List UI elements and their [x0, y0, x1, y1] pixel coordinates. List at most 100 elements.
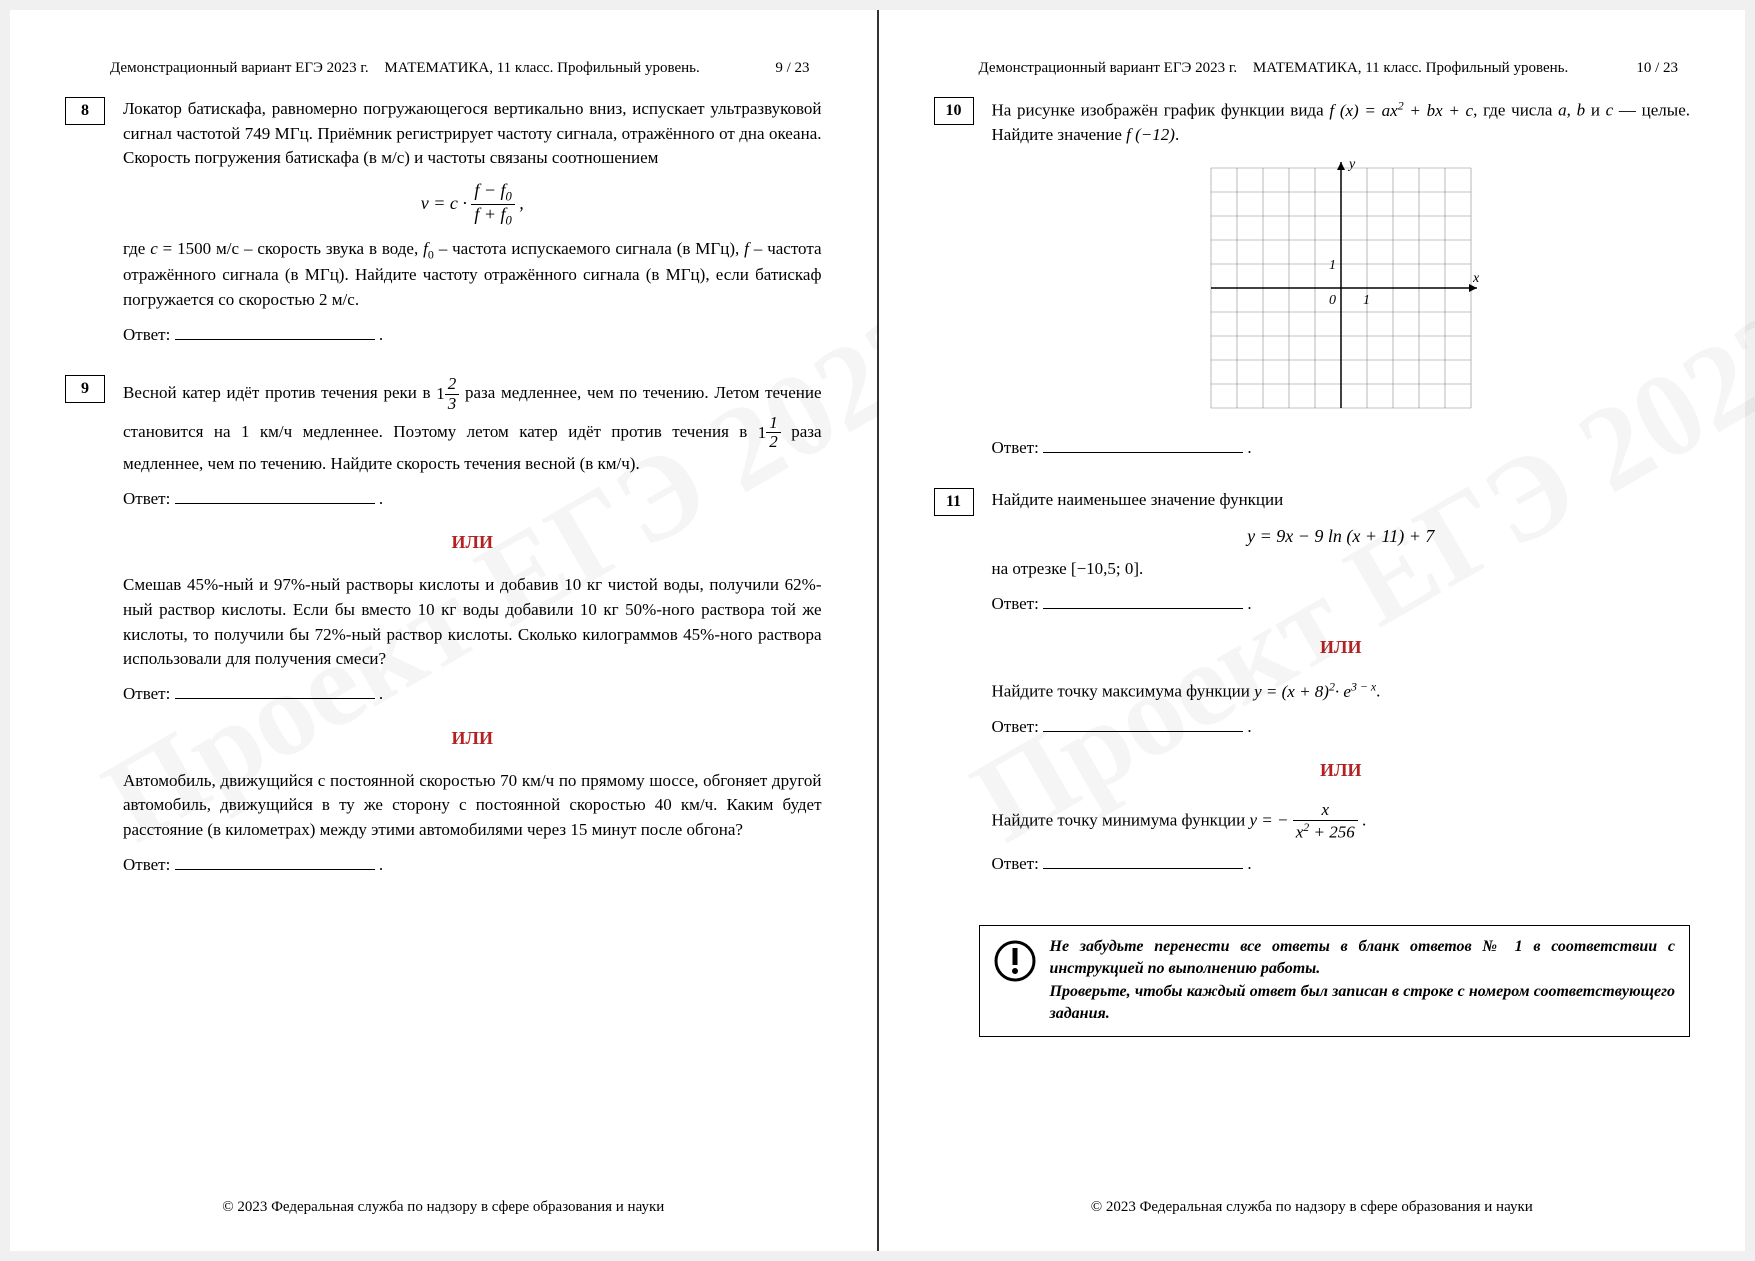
notice-box: Не забудьте перенести все ответы в бланк…: [979, 925, 1691, 1037]
frac-num: f − f: [474, 180, 505, 200]
notice-line2: Проверьте, чтобы каждый ответ был записа…: [1050, 981, 1676, 1026]
t11a1b: y = (x + 8): [1254, 682, 1329, 701]
or-separator: ИЛИ: [123, 725, 822, 751]
or-separator: ИЛИ: [992, 634, 1691, 660]
t11a2y: y = −: [1250, 811, 1289, 830]
header-subject: МАТЕМАТИКА, 11 класс. Профильный уровень…: [384, 60, 699, 76]
t10bxc: + bx + c: [1404, 101, 1473, 120]
answer-label: Ответ:: [992, 438, 1039, 457]
t11a2a: Найдите точку минимума функции: [992, 811, 1250, 830]
task9-alt1: Смешав 45%-ный и 97%-ный растворы кислот…: [123, 573, 822, 672]
task10-graph: 0 1 1 x y: [992, 158, 1691, 426]
answer-line: Ответ: .: [992, 592, 1691, 617]
header-variant: Демонстрационный вариант ЕГЭ 2023 г.: [110, 60, 369, 76]
task11-formula: y = 9x − 9 ln (x + 11) + 7: [992, 523, 1691, 549]
task-9: 9 Весной катер идёт против течения реки …: [65, 375, 822, 887]
answer-label: Ответ:: [123, 489, 170, 508]
answer-blank[interactable]: [1043, 715, 1243, 732]
svg-text:x: x: [1472, 271, 1480, 286]
answer-label: Ответ:: [992, 854, 1039, 873]
answer-label: Ответ:: [992, 717, 1039, 736]
task-number: 10: [934, 97, 974, 125]
task11-p1: Найдите наименьшее значение функции: [992, 488, 1691, 513]
task11-alt1: Найдите точку максимума функции y = (x +…: [992, 678, 1691, 704]
frac-den: f + f: [474, 204, 505, 224]
answer-blank[interactable]: [175, 853, 375, 870]
answer-line: Ответ: .: [992, 715, 1691, 740]
t10b: b: [1577, 101, 1586, 120]
t10a: a: [1558, 101, 1567, 120]
svg-text:y: y: [1347, 158, 1356, 172]
page-number-left: 9 / 23: [775, 60, 809, 77]
task-11: 11 Найдите наименьшее значение функции y…: [934, 488, 1691, 887]
answer-line: Ответ: .: [123, 682, 822, 707]
answer-line: Ответ: .: [992, 436, 1691, 461]
task11-alt2: Найдите точку минимума функции y = − x x…: [992, 801, 1691, 842]
t10fx: f (x) = ax: [1329, 101, 1397, 120]
t11a1a: Найдите точку максимума функции: [992, 682, 1255, 701]
task-10: 10 На рисунке изображён график функции в…: [934, 97, 1691, 470]
t10f12: f (−12): [1126, 125, 1175, 144]
parabola-graph: 0 1 1 x y: [1201, 158, 1481, 418]
task10-p1: На рисунке изображён график функции вида…: [992, 97, 1691, 148]
task-number: 11: [934, 488, 974, 516]
formula-frac: f − f0 f + f0: [471, 181, 514, 229]
answer-blank[interactable]: [175, 487, 375, 504]
task8-p1: Локатор батискафа, равномерно погружающе…: [123, 97, 822, 171]
task8-p2: где c = 1500 м/с – скорость звука в воде…: [123, 237, 822, 313]
notice-line1: Не забудьте перенести все ответы в бланк…: [1050, 936, 1676, 981]
answer-label: Ответ:: [123, 855, 170, 874]
task-8: 8 Локатор батискафа, равномерно погружаю…: [65, 97, 822, 357]
svg-text:1: 1: [1363, 293, 1370, 308]
t11p2a: на отрезке: [992, 559, 1071, 578]
answer-line: Ответ: .: [123, 323, 822, 348]
notice-text: Не забудьте перенести все ответы в бланк…: [1050, 936, 1676, 1026]
t11a1c: · e: [1335, 682, 1351, 701]
task-body: Локатор батискафа, равномерно погружающе…: [123, 97, 822, 357]
t10p1c: и: [1585, 101, 1606, 120]
answer-label: Ответ:: [123, 325, 170, 344]
answer-blank[interactable]: [1043, 852, 1243, 869]
task9-p1: Весной катер идёт против течения реки в …: [123, 375, 822, 476]
task11-p2: на отрезке [−10,5; 0].: [992, 557, 1691, 582]
t8p2a: где: [123, 239, 150, 258]
task8-formula: v = c · f − f0 f + f0 ,: [123, 181, 822, 229]
page-header-left: Демонстрационный вариант ЕГЭ 2023 г. МАТ…: [65, 60, 822, 77]
t9p1a: Весной катер идёт против течения реки в: [123, 383, 436, 402]
page-spread: Проект ЕГЭ 2023 Демонстрационный вариант…: [10, 10, 1745, 1251]
answer-line: Ответ: .: [123, 487, 822, 512]
page-footer: © 2023 Федеральная служба по надзору в с…: [879, 1199, 1746, 1216]
task-body: Найдите наименьшее значение функции y = …: [992, 488, 1691, 887]
svg-text:1: 1: [1329, 258, 1336, 273]
answer-label: Ответ:: [992, 594, 1039, 613]
answer-label: Ответ:: [123, 684, 170, 703]
header-variant: Демонстрационный вариант ЕГЭ 2023 г.: [979, 60, 1238, 76]
t11a1exp: 3 − x: [1351, 679, 1376, 693]
page-footer: © 2023 Федеральная служба по надзору в с…: [10, 1199, 877, 1216]
page-number-right: 10 / 23: [1636, 60, 1678, 77]
answer-blank[interactable]: [1043, 436, 1243, 453]
t11a2num: x: [1293, 801, 1358, 821]
page-left: Проект ЕГЭ 2023 Демонстрационный вариант…: [10, 10, 877, 1251]
page-header-right: Демонстрационный вариант ЕГЭ 2023 г. МАТ…: [934, 60, 1691, 77]
page-right: Проект ЕГЭ 2023 Демонстрационный вариант…: [879, 10, 1746, 1251]
answer-blank[interactable]: [175, 323, 375, 340]
t11p2b: [−10,5; 0]: [1071, 559, 1139, 578]
t11a2db: + 256: [1309, 823, 1354, 842]
task-body: На рисунке изображён график функции вида…: [992, 97, 1691, 470]
exclamation-icon: [994, 940, 1036, 987]
t8p2c: – частота испускаемого сигнала (в МГц),: [434, 239, 744, 258]
answer-blank[interactable]: [175, 682, 375, 699]
answer-line: Ответ: .: [992, 852, 1691, 877]
task-number: 9: [65, 375, 105, 403]
or-separator: ИЛИ: [123, 529, 822, 555]
t11a2frac: x x2 + 256: [1293, 801, 1358, 842]
answer-line: Ответ: .: [123, 853, 822, 878]
formula-lhs: v = c ·: [421, 193, 467, 213]
task-body: Весной катер идёт против течения реки в …: [123, 375, 822, 887]
t10p1a: На рисунке изображён график функции вида: [992, 101, 1330, 120]
answer-blank[interactable]: [1043, 592, 1243, 609]
task9-alt2: Автомобиль, движущийся с постоянной скор…: [123, 769, 822, 843]
svg-text:0: 0: [1329, 293, 1336, 308]
t10p1b: , где числа: [1473, 101, 1558, 120]
